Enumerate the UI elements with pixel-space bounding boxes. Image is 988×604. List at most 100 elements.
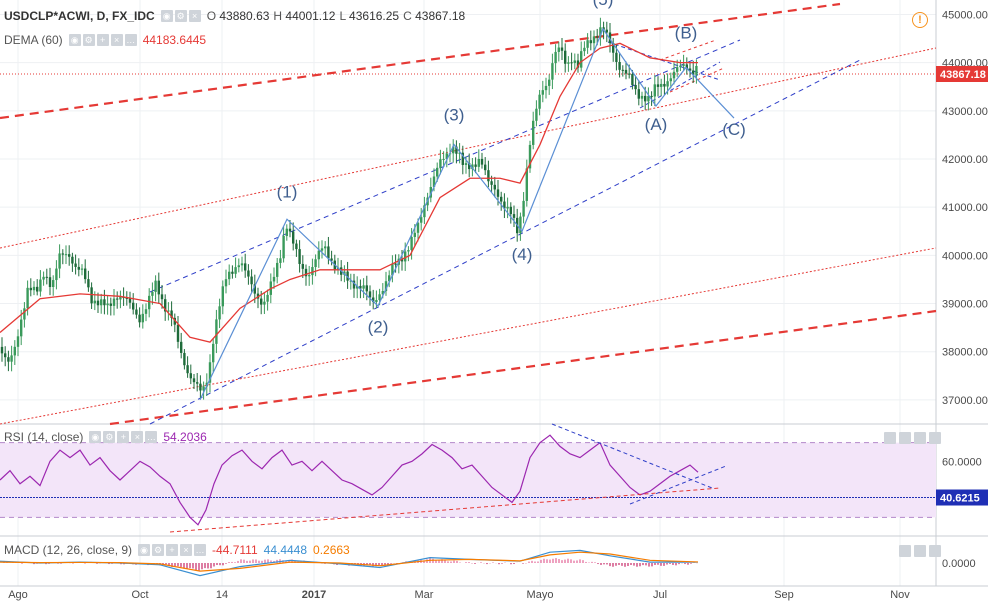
add-icon[interactable]: + [166, 544, 179, 556]
candle-body [548, 79, 551, 86]
macd-pane-controls[interactable] [899, 545, 941, 557]
settings-icon[interactable]: ⚙ [82, 34, 95, 46]
pane-maximize-icon[interactable] [914, 545, 926, 557]
macd-tools[interactable]: ◉ ⚙ + × … [138, 544, 207, 556]
candle-body [183, 352, 186, 366]
candle-body [196, 382, 199, 384]
macd-axis-tick: 0.0000 [942, 558, 976, 570]
close-icon[interactable]: × [131, 431, 144, 443]
pane-close-icon[interactable] [929, 432, 941, 444]
candle-body [512, 214, 516, 218]
candle-body [634, 84, 637, 90]
dema-line [0, 42, 698, 343]
more-icon[interactable]: … [145, 431, 158, 443]
add-icon[interactable]: + [96, 34, 109, 46]
wave-label: (A) [645, 115, 668, 134]
macd-value-3: 0.2663 [313, 543, 350, 557]
candle-body [20, 319, 23, 337]
candle-body [608, 32, 612, 44]
candle-body [279, 258, 282, 263]
candle-body [384, 281, 388, 292]
candle-body [167, 310, 170, 312]
candle-body [583, 47, 586, 52]
settings-icon[interactable]: ⚙ [103, 431, 116, 443]
price-axis-tick: 45000.00 [942, 9, 988, 21]
wave-label: (3) [444, 105, 465, 124]
add-icon[interactable]: + [117, 431, 130, 443]
candle-body [432, 176, 436, 187]
candle-body [240, 263, 244, 266]
candle-body [692, 70, 695, 75]
candle-body [455, 146, 458, 154]
rsi-axis-tick: 60.0000 [942, 456, 982, 468]
candle-body [388, 275, 391, 282]
warning-icon[interactable]: ! [912, 12, 928, 28]
candle-body [151, 291, 154, 296]
more-icon[interactable]: … [124, 34, 137, 46]
macd-label[interactable]: MACD (12, 26, close, 9) [4, 543, 133, 557]
rsi-trend-upper [551, 423, 713, 489]
candle-body [106, 303, 109, 306]
candle-body [10, 355, 13, 362]
candle-body [346, 271, 349, 281]
legend-tools[interactable]: ◉ ⚙ × [160, 10, 201, 22]
pane-up-icon[interactable] [884, 432, 896, 444]
candle-body [218, 306, 221, 320]
candle-body [317, 250, 320, 260]
rsi-pane-controls[interactable] [884, 432, 941, 444]
candle-body [615, 52, 618, 62]
candle-body [576, 60, 580, 68]
channel-lower-blue [149, 59, 861, 425]
symbol-title[interactable]: USDCLP*ACWI, D, FX_IDC [4, 9, 155, 23]
rsi-tools[interactable]: ◉ ⚙ + × … [89, 431, 158, 443]
candle-body [362, 285, 365, 289]
candle-body [170, 310, 173, 318]
candle-body [119, 297, 122, 300]
candle-body [471, 164, 474, 170]
eye-icon[interactable]: ◉ [89, 431, 102, 443]
time-axis-tick: Nov [890, 589, 910, 601]
wave-label: (5) [593, 0, 614, 9]
candle-body [52, 280, 55, 287]
pane-maximize-icon[interactable] [914, 432, 926, 444]
candle-body [500, 196, 503, 202]
close-icon[interactable]: × [188, 10, 201, 22]
eye-icon[interactable]: ◉ [68, 34, 81, 46]
candle-body [68, 254, 71, 257]
close-icon[interactable]: × [180, 544, 193, 556]
candle-body [250, 276, 253, 285]
time-axis-tick: Sep [774, 589, 794, 601]
candle-body [80, 268, 84, 270]
candle-body [141, 313, 144, 323]
candle-body [100, 299, 103, 306]
candle-body [554, 51, 557, 64]
ohlc-key-c: C [403, 9, 416, 23]
candle-body [496, 189, 500, 197]
close-icon[interactable]: × [110, 34, 123, 46]
settings-icon[interactable]: ⚙ [174, 10, 187, 22]
eye-icon[interactable]: ◉ [138, 544, 151, 556]
eye-icon[interactable]: ◉ [160, 10, 173, 22]
pane-up-icon[interactable] [899, 545, 911, 557]
candle-body [375, 300, 378, 302]
time-axis-tick: Jul [653, 589, 667, 601]
pane-down-icon[interactable] [899, 432, 911, 444]
settings-icon[interactable]: ⚙ [152, 544, 165, 556]
candle-body [679, 65, 682, 68]
candle-body [365, 285, 368, 292]
candle-body [295, 243, 298, 250]
candle-body [599, 27, 602, 37]
candle-body [480, 158, 484, 165]
dema-tools[interactable]: ◉ ⚙ + × … [68, 34, 137, 46]
more-icon[interactable]: … [194, 544, 207, 556]
candle-body [519, 216, 522, 234]
candle-body [624, 69, 628, 74]
rsi-label[interactable]: RSI (14, close) [4, 430, 84, 444]
candle-body [26, 287, 29, 309]
candle-body [663, 83, 666, 87]
dema-label[interactable]: DEMA (60) [4, 33, 63, 47]
rsi-trend-lower [169, 487, 721, 533]
candle-body [672, 71, 676, 79]
pane-close-icon[interactable] [929, 545, 941, 557]
